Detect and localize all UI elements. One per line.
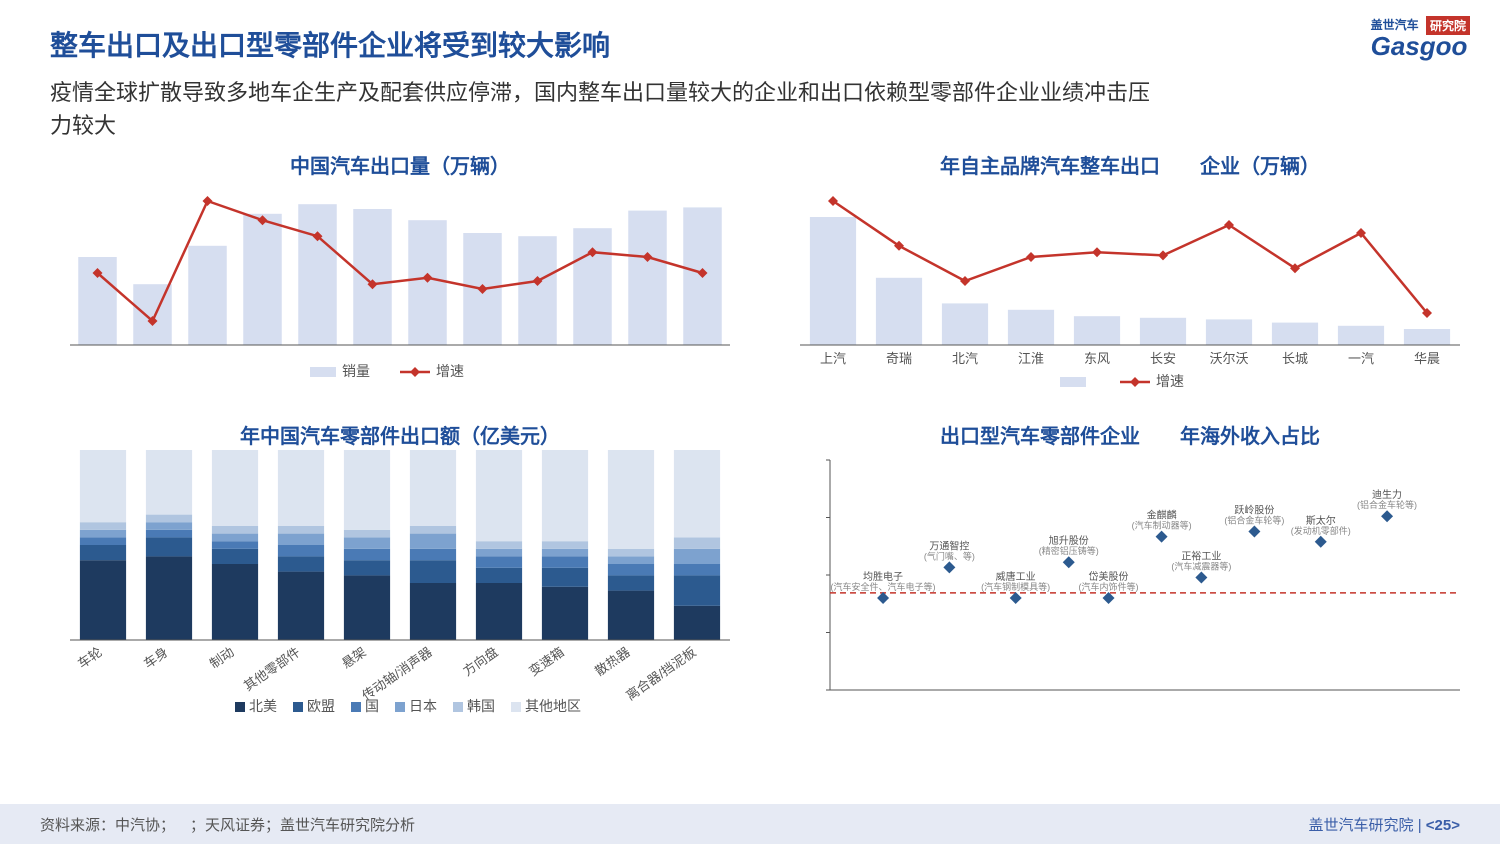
svg-text:一汽: 一汽	[1348, 351, 1374, 366]
svg-text:销量: 销量	[342, 363, 370, 379]
svg-text:悬架: 悬架	[339, 644, 369, 671]
svg-text:华晨: 华晨	[1414, 351, 1440, 366]
chart4-title: 出口型汽车零部件企业 年海外收入占比	[790, 420, 1470, 449]
svg-text:离合器/挡泥板: 离合器/挡泥板	[623, 644, 698, 703]
svg-text:车身: 车身	[141, 644, 171, 671]
svg-text:(汽车安全件、汽车电子等): (汽车安全件、汽车电子等)	[831, 581, 936, 592]
svg-text:车轮: 车轮	[75, 644, 105, 671]
svg-text:(铝合金车轮等): (铝合金车轮等)	[1357, 499, 1417, 510]
chart1-title: 中国汽车出口量（万辆）	[60, 150, 740, 179]
footer-source: 资料来源：中汽协； ；天风证券；盖世汽车研究院分析	[40, 814, 415, 835]
svg-text:增速: 增速	[436, 363, 464, 379]
footer: 资料来源：中汽协； ；天风证券；盖世汽车研究院分析 盖世汽车研究院 | <25>	[0, 804, 1500, 844]
svg-text:东风: 东风	[1084, 351, 1110, 366]
svg-text:欧盟: 欧盟	[307, 698, 335, 714]
svg-text:长城: 长城	[1282, 351, 1308, 366]
svg-text:长安: 长安	[1150, 351, 1176, 366]
chart-overseas-share: 均胜电子(汽车安全件、汽车电子等)万通智控(气门嘴、等)威唐工业(汽车钢制模具等…	[790, 450, 1470, 750]
svg-text:其他零部件: 其他零部件	[241, 644, 303, 694]
svg-text:北汽: 北汽	[952, 351, 978, 366]
chart3-title: 年中国汽车零部件出口额（亿美元）	[60, 420, 740, 449]
svg-text:方向盘: 方向盘	[460, 644, 501, 679]
page-subtitle: 疫情全球扩散导致多地车企生产及配套供应停滞，国内整车出口量较大的企业和出口依赖型…	[50, 76, 1150, 142]
svg-text:增速: 增速	[1156, 373, 1184, 389]
page-title: 整车出口及出口型零部件企业将受到较大影响	[50, 24, 610, 64]
footer-page: 盖世汽车研究院 | <25>	[1309, 814, 1460, 835]
svg-text:其他地区: 其他地区	[525, 698, 581, 714]
svg-text:(精密铝压铸等): (精密铝压铸等)	[1039, 545, 1099, 556]
svg-text:上汽: 上汽	[820, 351, 846, 366]
svg-text:散热器: 散热器	[592, 644, 633, 679]
svg-text:韩国: 韩国	[467, 698, 495, 714]
svg-text:江淮: 江淮	[1018, 351, 1044, 366]
svg-text:沃尔沃: 沃尔沃	[1209, 351, 1248, 366]
svg-text:(气门嘴、等): (气门嘴、等)	[924, 550, 975, 561]
chart-parts-export: 车轮 车身 制动其他零部件 悬架传动轴/消声器方向盘变速箱散热器离合器/挡泥板北美 欧盟…	[60, 450, 740, 760]
svg-text:(铝合金车轮等): (铝合金车轮等)	[1224, 515, 1284, 526]
svg-text:(汽车内饰件等): (汽车内饰件等)	[1079, 581, 1139, 592]
svg-text:(汽车制动器等): (汽车制动器等)	[1132, 520, 1192, 531]
chart2-title: 年自主品牌汽车整车出口 企业（万辆）	[790, 150, 1470, 179]
svg-text:(发动机零部件): (发动机零部件)	[1291, 525, 1351, 536]
svg-text:国: 国	[365, 698, 379, 714]
chart-export-volume: 销量 增速	[60, 185, 740, 405]
svg-text:(汽车减震器等): (汽车减震器等)	[1171, 561, 1231, 572]
svg-text:北美: 北美	[249, 698, 277, 714]
svg-text:日本: 日本	[409, 698, 437, 714]
svg-text:变速箱: 变速箱	[526, 644, 567, 679]
logo: 盖世汽车 研究院 Gasgoo	[1371, 16, 1470, 62]
svg-text:制动: 制动	[207, 644, 237, 671]
svg-text:传动轴/消声器: 传动轴/消声器	[359, 644, 434, 703]
svg-text:奇瑞: 奇瑞	[886, 351, 912, 366]
chart-brand-export: 上汽 奇瑞 北汽 江淮 东风 长安 沃尔沃 长城 一汽 华晨增速	[790, 185, 1470, 405]
svg-text:(汽车钢制模具等): (汽车钢制模具等)	[981, 581, 1050, 592]
